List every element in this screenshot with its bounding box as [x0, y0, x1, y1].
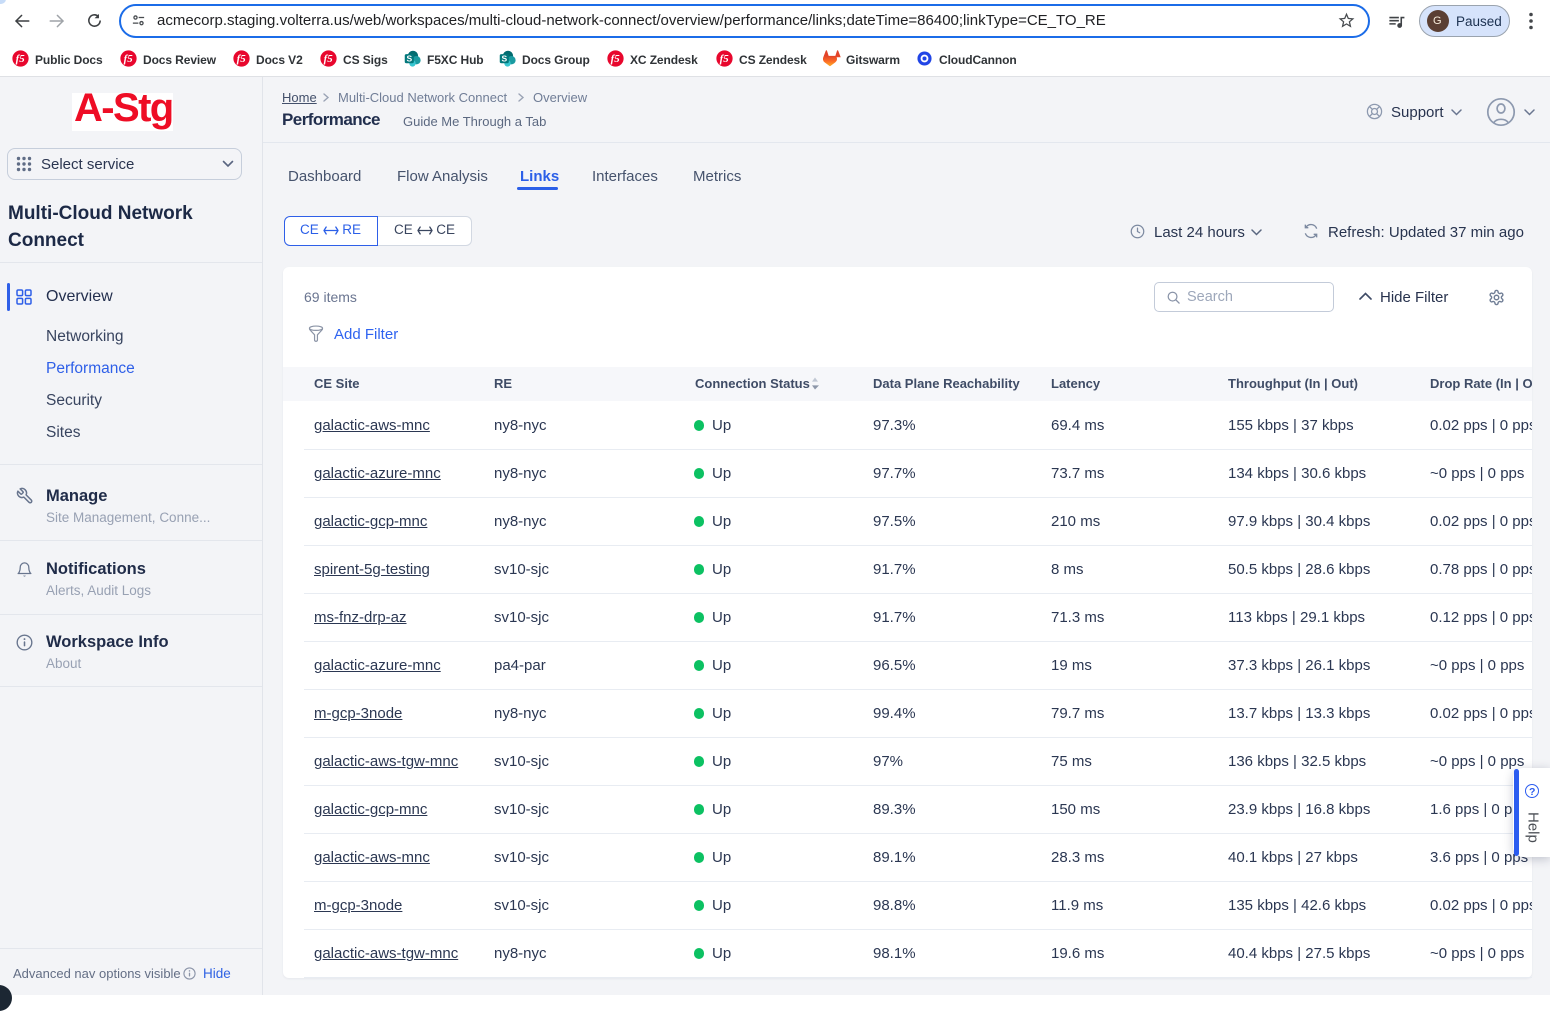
svg-text:f5: f5 [611, 53, 621, 65]
svg-text:f5: f5 [324, 53, 334, 65]
svg-text:f5: f5 [237, 53, 247, 65]
svg-text:S: S [501, 54, 507, 64]
svg-text:f5: f5 [16, 53, 26, 65]
svg-text:f5: f5 [720, 53, 730, 65]
svg-text:S: S [406, 54, 412, 64]
svg-text:f5: f5 [124, 53, 134, 65]
